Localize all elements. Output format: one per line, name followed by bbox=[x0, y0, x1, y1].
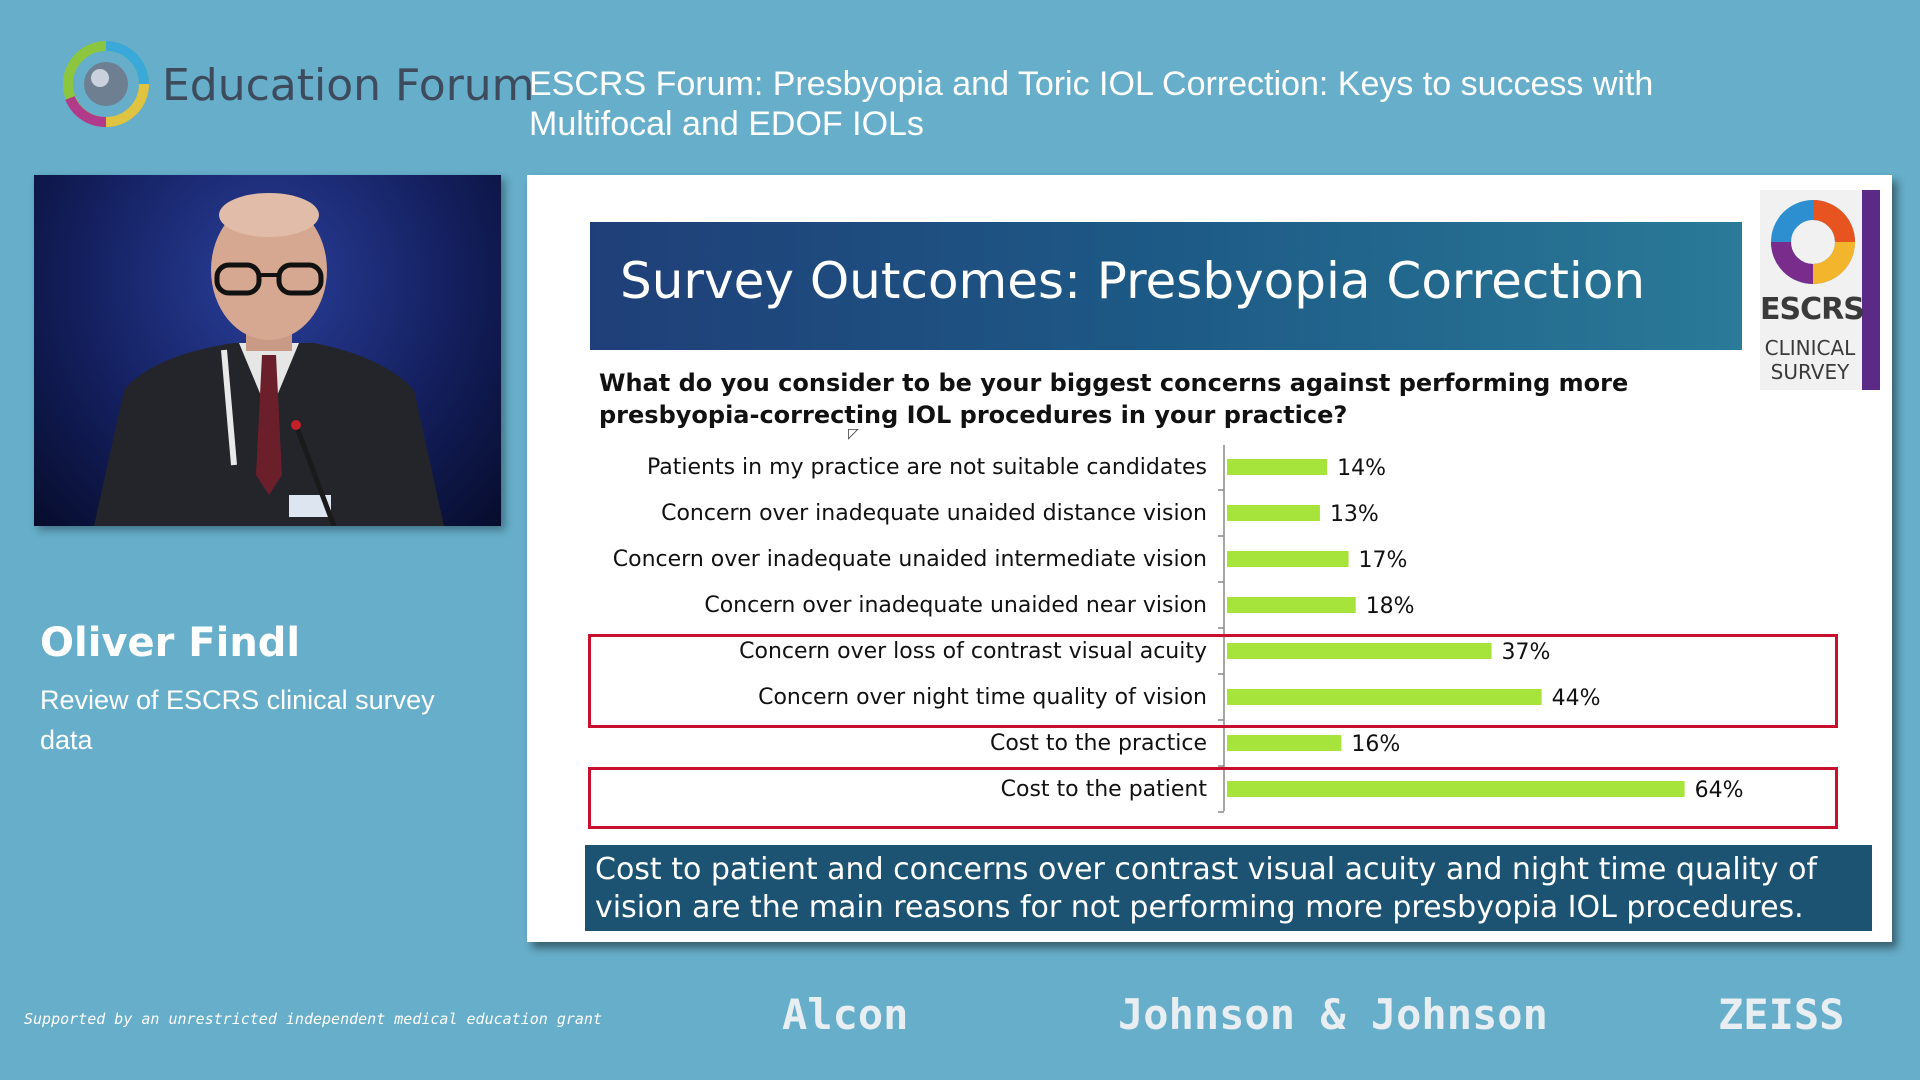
education-forum-logo-icon bbox=[63, 41, 149, 128]
speaker-video bbox=[34, 175, 501, 526]
chart-category-label: Concern over inadequate unaided intermed… bbox=[613, 547, 1207, 572]
sponsor-alcon-logo: Alcon bbox=[782, 990, 909, 1039]
chart-bar bbox=[1227, 735, 1342, 751]
chart-value-label: 14% bbox=[1337, 456, 1386, 481]
chart-category-label: Patients in my practice are not suitable… bbox=[647, 455, 1207, 480]
chart-bar bbox=[1227, 459, 1328, 475]
grant-text: Supported by an unrestricted independent… bbox=[24, 1010, 602, 1028]
chart-value-label: 16% bbox=[1351, 732, 1400, 757]
concerns-bar-chart: Patients in my practice are not suitable… bbox=[613, 445, 1744, 813]
highlight-box-cost-patient bbox=[588, 767, 1838, 829]
slide-title: Survey Outcomes: Presbyopia Correction bbox=[620, 252, 1646, 310]
chart-bar bbox=[1227, 551, 1349, 567]
chart-category-label: Cost to the patient bbox=[1001, 777, 1208, 802]
badge-escrs-text: ESCRS bbox=[1760, 292, 1865, 327]
chart-category-label: Concern over inadequate unaided near vis… bbox=[704, 593, 1207, 618]
slide-title-banner: Survey Outcomes: Presbyopia Correction bbox=[590, 222, 1742, 350]
chart-bar bbox=[1227, 643, 1492, 659]
escrs-clinical-survey-badge: ESCRS CLINICAL SURVEY bbox=[1760, 190, 1880, 390]
chart-value-label: 44% bbox=[1552, 686, 1601, 711]
badge-survey-text: SURVEY bbox=[1770, 360, 1850, 384]
chart-value-label: 13% bbox=[1330, 502, 1379, 527]
chart-category-label: Concern over night time quality of visio… bbox=[758, 685, 1207, 710]
session-title: ESCRS Forum: Presbyopia and Toric IOL Co… bbox=[529, 65, 1654, 143]
speaker-figure bbox=[94, 193, 444, 526]
chart-value-label: 37% bbox=[1502, 640, 1551, 665]
presentation-slide: Survey Outcomes: Presbyopia Correction E… bbox=[527, 175, 1892, 942]
chart-value-label: 17% bbox=[1359, 548, 1408, 573]
badge-clinical-text: CLINICAL bbox=[1764, 336, 1856, 360]
sponsor-johnson-johnson-logo: Johnson & Johnson bbox=[1118, 990, 1548, 1039]
chart-bar bbox=[1227, 689, 1542, 705]
sponsor-zeiss-logo: ZEISS bbox=[1718, 990, 1845, 1039]
slide-conclusion: Cost to patient and concerns over contra… bbox=[585, 845, 1872, 931]
speaker-description: Review of ESCRS clinical survey data bbox=[40, 685, 435, 755]
mouse-cursor-icon: ◸ bbox=[848, 426, 859, 442]
forum-name: Education Forum bbox=[162, 60, 535, 111]
chart-value-label: 64% bbox=[1695, 778, 1744, 803]
chart-value-label: 18% bbox=[1366, 594, 1415, 619]
survey-question: What do you consider to be your biggest … bbox=[599, 369, 1629, 429]
chart-bar bbox=[1227, 781, 1685, 797]
chart-category-label: Cost to the practice bbox=[990, 731, 1207, 756]
chart-category-label: Concern over inadequate unaided distance… bbox=[661, 501, 1207, 526]
escrs-ring-icon bbox=[1771, 200, 1855, 284]
chart-bar bbox=[1227, 597, 1356, 613]
chart-category-label: Concern over loss of contrast visual acu… bbox=[739, 639, 1207, 664]
highlight-box-contrast-night bbox=[588, 634, 1838, 728]
speaker-name: Oliver Findl bbox=[40, 620, 301, 666]
chart-bar bbox=[1227, 505, 1320, 521]
